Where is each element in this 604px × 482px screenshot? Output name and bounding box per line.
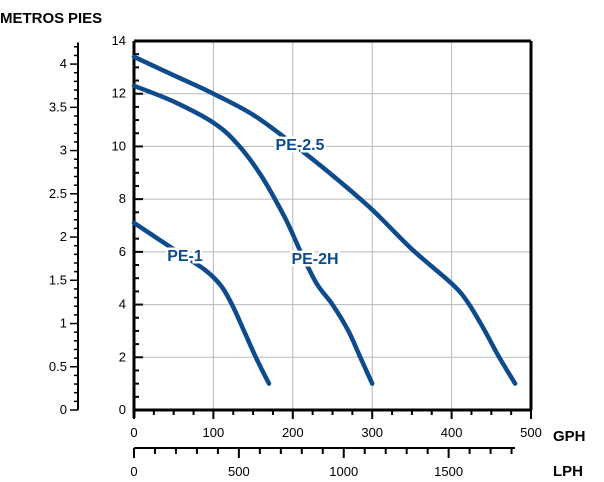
pies-tick-label: 10	[112, 138, 126, 153]
gph-axis: 0 100 200 300 400 500	[130, 408, 542, 440]
metros-tick-label: 1.5	[49, 272, 67, 287]
pies-tick-label: 4	[119, 297, 126, 312]
pies-tick-label: 12	[112, 86, 126, 101]
metros-axis: 0 0.5 1 1.5 2 2.5 3 3.5 4	[49, 42, 79, 417]
gph-tick-label: 500	[520, 425, 542, 440]
series-label-pe-1: PE-1	[167, 248, 203, 265]
series-line-pe-1	[131, 220, 272, 386]
gph-tick-label: 400	[441, 425, 463, 440]
gph-tick-label: 100	[203, 425, 225, 440]
metros-tick-label: 2	[60, 229, 67, 244]
pies-tick-label: 14	[112, 33, 126, 48]
pies-tick-label: 8	[119, 191, 126, 206]
metros-tick-label: 4	[60, 56, 67, 71]
gph-tick-label: 300	[361, 425, 383, 440]
metros-tick-label: 0.5	[49, 359, 67, 374]
series-line-pe-2-5	[131, 54, 518, 386]
lph-axis: 0 500 1000 1500	[130, 447, 515, 479]
gph-tick-label: 0	[130, 425, 137, 440]
pies-tick-label: 2	[119, 349, 126, 364]
pies-axis: 0 2 4 6 8 10 12 14	[112, 33, 533, 418]
lph-tick-label: 500	[228, 464, 250, 479]
metros-tick-label: 0	[60, 402, 67, 417]
metros-tick-label: 3.5	[49, 99, 67, 114]
series-labels: PE-1 PE-2H PE-2.5	[165, 135, 341, 271]
lph-unit-label: LPH	[553, 463, 583, 480]
series-label-pe-2-5: PE-2.5	[276, 137, 325, 154]
gph-tick-label: 200	[282, 425, 304, 440]
metros-tick-label: 2.5	[49, 186, 67, 201]
grid	[134, 41, 531, 410]
lph-tick-label: 1000	[329, 464, 358, 479]
series-line-pe-2h	[131, 83, 375, 386]
series-label-pe-2h: PE-2H	[291, 251, 338, 268]
metros-axis-label: METROS	[0, 10, 64, 27]
pies-tick-label: 0	[119, 402, 126, 417]
pies-tick-label: 6	[119, 244, 126, 259]
lph-tick-label: 0	[130, 464, 137, 479]
pies-axis-label: PIES	[68, 10, 102, 27]
series-lines	[131, 54, 518, 386]
gph-unit-label: GPH	[553, 428, 586, 445]
lph-tick-label: 1500	[434, 464, 463, 479]
metros-tick-label: 1	[60, 316, 67, 331]
metros-tick-label: 3	[60, 143, 67, 158]
